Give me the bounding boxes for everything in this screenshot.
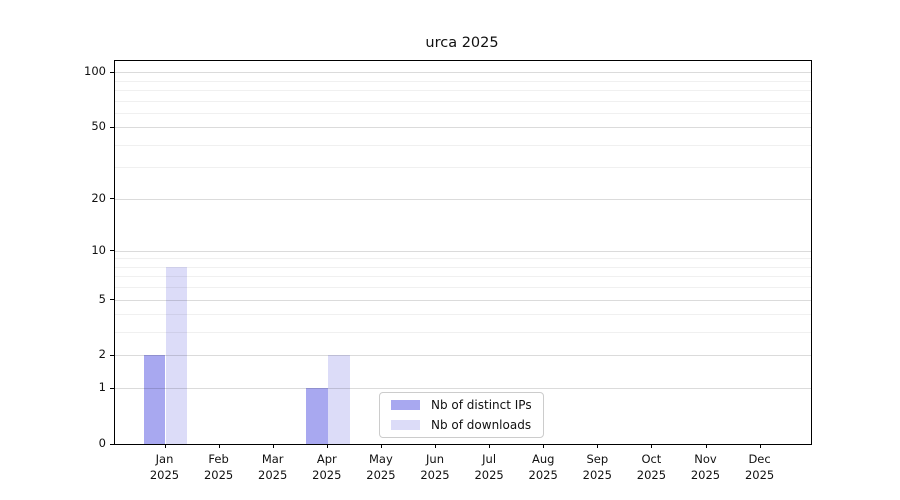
legend: Nb of distinct IPs Nb of downloads bbox=[379, 392, 544, 438]
x-tick-label-oct: Oct 2025 bbox=[623, 452, 679, 483]
gridline-minor bbox=[115, 258, 811, 260]
x-tick-label-sep: Sep 2025 bbox=[569, 452, 625, 483]
gridline-major bbox=[115, 388, 811, 390]
y-tick-mark bbox=[110, 299, 114, 301]
legend-label: Nb of downloads bbox=[431, 418, 532, 432]
month-label: Sep bbox=[586, 452, 609, 466]
bar-jan-downloads bbox=[165, 266, 188, 444]
legend-label: Nb of distinct IPs bbox=[431, 398, 532, 412]
y-tick-label: 1 bbox=[98, 380, 106, 395]
month-label: Jul bbox=[482, 452, 497, 466]
plot-area: Nb of distinct IPs Nb of downloads bbox=[114, 60, 812, 445]
x-tick-label-mar: Mar 2025 bbox=[245, 452, 301, 483]
legend-item: Nb of downloads bbox=[386, 415, 537, 435]
x-tick-mark bbox=[705, 444, 707, 448]
x-tick-mark bbox=[651, 444, 653, 448]
gridline-major bbox=[115, 72, 811, 74]
y-tick-label: 2 bbox=[98, 347, 106, 362]
gridline-major bbox=[115, 355, 811, 357]
x-tick-label-jan: Jan 2025 bbox=[137, 452, 193, 483]
gridline-minor bbox=[115, 100, 811, 102]
y-tick-mark bbox=[110, 387, 114, 389]
gridline-minor bbox=[115, 167, 811, 169]
y-tick-label: 20 bbox=[91, 190, 106, 205]
y-tick-mark bbox=[110, 71, 114, 73]
legend-swatch bbox=[391, 400, 420, 410]
year-label: 2025 bbox=[690, 467, 721, 482]
gridline-minor bbox=[115, 266, 811, 268]
year-label: 2025 bbox=[420, 467, 450, 482]
x-tick-label-feb: Feb 2025 bbox=[191, 452, 247, 483]
year-label: 2025 bbox=[636, 467, 667, 482]
x-tick-mark bbox=[597, 444, 599, 448]
month-label: Feb bbox=[208, 452, 229, 466]
x-tick-mark bbox=[543, 444, 545, 448]
year-label: 2025 bbox=[744, 467, 775, 482]
x-tick-label-jun: Jun 2025 bbox=[407, 452, 463, 483]
gridline-major bbox=[115, 250, 811, 252]
bar-apr-distinct-ips bbox=[306, 388, 328, 444]
chart-title: urca 2025 bbox=[425, 35, 499, 51]
year-label: 2025 bbox=[474, 467, 504, 482]
y-tick-mark bbox=[110, 198, 114, 200]
year-label: 2025 bbox=[528, 467, 558, 482]
y-tick-mark bbox=[110, 443, 114, 445]
gridline-major bbox=[115, 299, 811, 301]
x-tick-mark bbox=[489, 444, 491, 448]
y-tick-label: 5 bbox=[98, 291, 106, 306]
month-label: Jun bbox=[426, 452, 444, 466]
y-tick-mark bbox=[110, 250, 114, 252]
gridline-major bbox=[115, 127, 811, 129]
x-tick-label-dec: Dec 2025 bbox=[732, 452, 788, 483]
year-label: 2025 bbox=[312, 467, 342, 482]
x-tick-mark bbox=[218, 444, 220, 448]
y-tick-label: 50 bbox=[91, 119, 106, 134]
month-label: May bbox=[369, 452, 393, 466]
x-tick-label-jul: Jul 2025 bbox=[461, 452, 517, 483]
gridline-minor bbox=[115, 112, 811, 114]
gridline-minor bbox=[115, 276, 811, 278]
year-label: 2025 bbox=[149, 467, 180, 482]
y-tick-label: 0 bbox=[98, 436, 106, 450]
gridline-major bbox=[115, 198, 811, 200]
y-tick-label: 100 bbox=[84, 64, 106, 79]
legend-item: Nb of distinct IPs bbox=[386, 395, 537, 415]
x-tick-mark bbox=[380, 444, 382, 448]
x-tick-mark bbox=[759, 444, 761, 448]
y-tick-label: 10 bbox=[91, 242, 106, 257]
year-label: 2025 bbox=[203, 467, 234, 482]
x-tick-label-may: May 2025 bbox=[353, 452, 409, 483]
bar-apr-downloads bbox=[327, 355, 350, 444]
year-label: 2025 bbox=[258, 467, 288, 482]
x-tick-mark bbox=[272, 444, 274, 448]
x-tick-mark bbox=[164, 444, 166, 448]
gridline-minor bbox=[115, 332, 811, 334]
legend-swatch bbox=[391, 420, 420, 430]
month-label: Nov bbox=[694, 452, 717, 466]
x-tick-label-nov: Nov 2025 bbox=[678, 452, 734, 483]
x-tick-label-apr: Apr 2025 bbox=[299, 452, 355, 483]
month-label: Dec bbox=[748, 452, 771, 466]
y-tick-mark bbox=[110, 354, 114, 356]
gridline-minor bbox=[115, 287, 811, 289]
month-label: Jan bbox=[155, 452, 174, 466]
gridline-minor bbox=[115, 89, 811, 91]
year-label: 2025 bbox=[582, 467, 612, 482]
year-label: 2025 bbox=[366, 467, 396, 482]
x-tick-mark bbox=[326, 444, 328, 448]
bar-jan-distinct-ips bbox=[143, 355, 166, 444]
gridline-minor bbox=[115, 144, 811, 146]
month-label: Oct bbox=[641, 452, 662, 466]
gridline-minor bbox=[115, 80, 811, 82]
gridline-minor bbox=[115, 314, 811, 316]
x-tick-label-aug: Aug 2025 bbox=[515, 452, 571, 483]
month-label: Aug bbox=[531, 452, 555, 466]
x-tick-mark bbox=[435, 444, 436, 448]
month-label: Mar bbox=[261, 452, 284, 466]
y-tick-mark bbox=[110, 126, 114, 128]
month-label: Apr bbox=[316, 452, 337, 466]
